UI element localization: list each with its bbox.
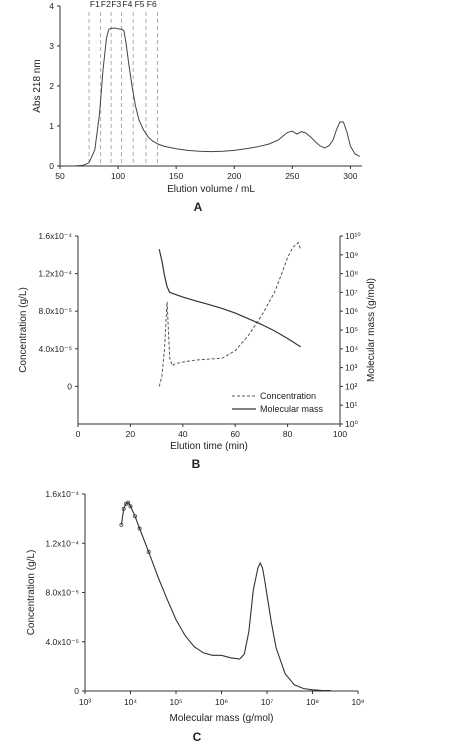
a-fraction-label: F2 (101, 0, 111, 9)
a-x-axis-label: Elution volume / mL (167, 184, 255, 195)
c-x-tick-label: 10⁴ (124, 697, 137, 707)
c-y-axis-label: Concentration (g/L) (26, 550, 37, 636)
c-y-tick-label: 0 (74, 686, 79, 696)
b-y2-tick-label: 10¹⁰ (345, 231, 361, 241)
c-y-tick-label: 1.2x10⁻⁴ (45, 538, 79, 548)
a-absorbance-line (73, 27, 360, 167)
a-y-axis-label: Abs 218 nm (32, 59, 43, 112)
b-y2-tick-label: 10¹ (345, 400, 357, 410)
b-y-tick-label: 1.2x10⁻⁴ (38, 269, 72, 279)
b-x-tick-label: 40 (178, 429, 188, 439)
c-distribution-line (120, 501, 331, 692)
a-x-tick-label: 150 (169, 171, 183, 181)
b-concentration-line (158, 241, 302, 387)
c-x-axis-label: Molecular mass (g/mol) (170, 713, 274, 724)
c-data-point (137, 526, 142, 531)
a-y-tick-label: 4 (49, 1, 54, 11)
b-y-tick-label: 1.6x10⁻⁴ (38, 231, 72, 241)
b-y2-axis-label: Molecular mass (g/mol) (366, 278, 377, 382)
b-y2-tick-label: 10⁵ (345, 325, 358, 335)
a-y-tick-label: 0 (49, 161, 54, 171)
c-x-tick-label: 10⁷ (261, 697, 274, 707)
c-y-tick-label: 4.0x10⁻⁵ (45, 637, 79, 647)
b-y-tick-label: 0 (67, 381, 72, 391)
b-x-tick-label: 20 (126, 429, 136, 439)
c-data-point (119, 522, 124, 527)
b-y2-tick-label: 10⁸ (345, 269, 358, 279)
a-fraction-label: F5 (135, 0, 145, 9)
c-x-tick-label: 10⁹ (351, 697, 364, 707)
b-molecular-mass-line (158, 249, 302, 348)
b-panel-label: B (192, 457, 201, 471)
c-data-point (121, 506, 126, 511)
c-y-tick-label: 1.6x10⁻⁴ (45, 489, 79, 499)
b-y-axis-label: Concentration (g/L) (18, 287, 29, 373)
a-y-tick-label: 2 (49, 81, 54, 91)
b-legend-label-molecular-mass: Molecular mass (260, 404, 324, 414)
b-y2-tick-label: 10⁹ (345, 250, 358, 260)
c-panel-label: C (193, 730, 202, 744)
a-x-tick-label: 100 (111, 171, 125, 181)
c-y-tick-label: 8.0x10⁻⁵ (45, 588, 79, 598)
c-x-tick-label: 10³ (79, 697, 91, 707)
a-fraction-label: F6 (147, 0, 157, 9)
c-x-tick-label: 10⁶ (215, 697, 228, 707)
b-legend-label-concentration: Concentration (260, 391, 316, 401)
b-x-tick-label: 100 (333, 429, 347, 439)
b-y2-tick-label: 10⁴ (345, 344, 358, 354)
a-x-tick-label: 200 (227, 171, 241, 181)
c-data-point (146, 549, 151, 554)
a-y-tick-label: 1 (49, 121, 54, 131)
a-x-tick-label: 250 (285, 171, 299, 181)
b-y2-tick-label: 10² (345, 381, 357, 391)
c-data-point (126, 500, 131, 505)
a-fraction-label: F4 (122, 0, 132, 9)
c-data-point (133, 514, 137, 519)
b-x-tick-label: 80 (283, 429, 293, 439)
b-x-tick-label: 0 (76, 429, 81, 439)
c-x-tick-label: 10⁸ (306, 697, 319, 707)
b-y2-tick-label: 10⁷ (345, 287, 358, 297)
b-y-tick-label: 4.0x10⁻⁵ (38, 344, 72, 354)
b-x-axis-label: Elution time (min) (170, 441, 248, 452)
a-x-tick-label: 50 (55, 171, 65, 181)
a-fraction-label: F3 (111, 0, 121, 9)
c-data-point (128, 504, 133, 509)
b-y2-tick-label: 10³ (345, 363, 357, 373)
a-x-tick-label: 300 (343, 171, 357, 181)
a-panel-label: A (194, 200, 203, 214)
a-fraction-label: F1 (90, 0, 100, 9)
b-y2-tick-label: 10⁰ (345, 419, 358, 429)
b-y2-tick-label: 10⁶ (345, 306, 358, 316)
b-y-tick-label: 8.0x10⁻⁵ (38, 306, 72, 316)
b-x-tick-label: 60 (230, 429, 240, 439)
a-y-tick-label: 3 (49, 41, 54, 51)
c-x-tick-label: 10⁵ (170, 697, 183, 707)
